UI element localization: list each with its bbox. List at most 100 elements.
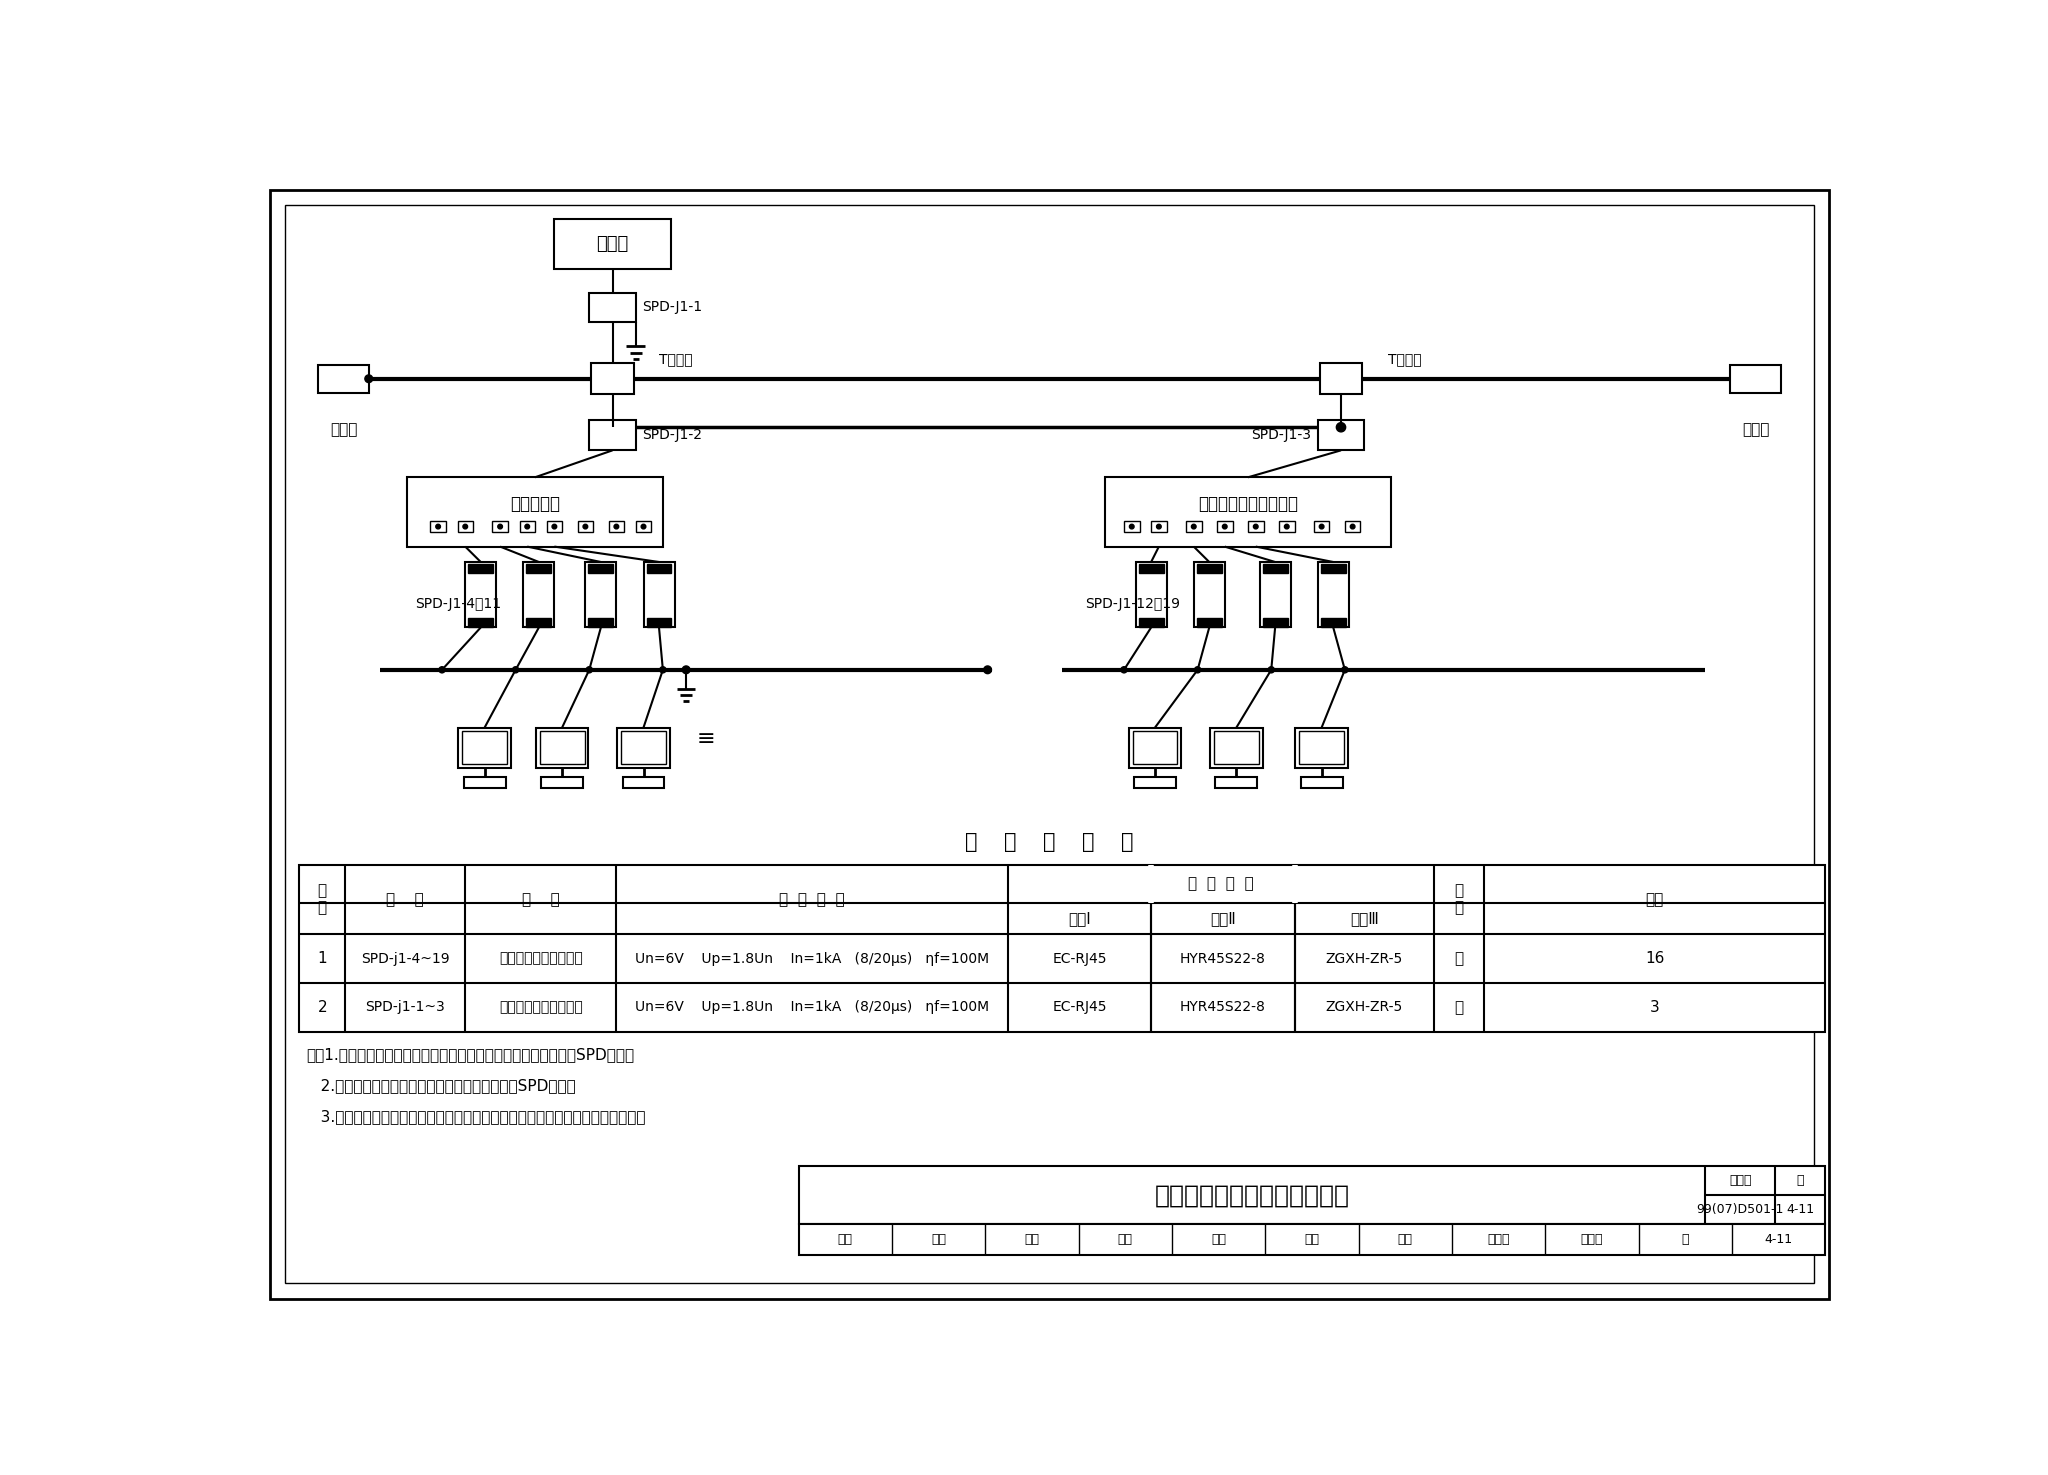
Bar [1294,727,1348,767]
Bar [1315,521,1329,532]
Text: 终端器: 终端器 [330,422,356,437]
Bar [1133,732,1178,764]
Bar [317,364,369,392]
Bar [524,562,555,627]
Text: 只: 只 [1454,1000,1464,1015]
Text: 计算机信号浪涌保护器: 计算机信号浪涌保护器 [500,951,584,966]
Text: 单
位: 单 位 [1454,884,1464,916]
Bar [1137,562,1167,627]
Bar [1264,563,1288,572]
Text: T型三通: T型三通 [659,353,692,366]
Bar [1260,562,1290,627]
Bar [492,521,508,532]
Bar [799,1224,1825,1255]
Bar [616,727,670,767]
Text: 网络集线器: 网络集线器 [510,496,559,513]
Bar [1217,521,1233,532]
Text: ≡: ≡ [696,729,715,749]
Text: 图集号: 图集号 [1729,1174,1751,1187]
Text: HYR45S22-8: HYR45S22-8 [1180,1000,1266,1015]
Bar [1124,521,1139,532]
Bar [1104,478,1391,547]
Text: Un=6V    Up=1.8Un    In=1kA   (8/20μs)   ηf=100M: Un=6V Up=1.8Un In=1kA (8/20μs) ηf=100M [635,951,989,966]
Text: 服务器: 服务器 [596,236,629,254]
Bar [526,618,551,627]
Circle shape [463,524,467,530]
Bar [1214,732,1260,764]
Bar [463,732,508,764]
Text: 页: 页 [1796,1174,1804,1187]
Circle shape [1192,524,1196,530]
Bar [590,292,635,322]
Bar [586,562,616,627]
Bar [541,732,584,764]
Bar [555,220,670,270]
Text: 4-11: 4-11 [1765,1233,1792,1246]
Bar [1346,521,1360,532]
Text: 计算机信号浪涌保护器: 计算机信号浪涌保护器 [500,1000,584,1015]
Text: HYR45S22-8: HYR45S22-8 [1180,951,1266,966]
Text: 2.在每栋建筑物内部的信号及控制线间不必加装SPD保护。: 2.在每栋建筑物内部的信号及控制线间不必加装SPD保护。 [307,1078,575,1093]
Text: ZGXH-ZR-5: ZGXH-ZR-5 [1325,1000,1403,1015]
Circle shape [1253,524,1257,530]
Circle shape [1284,524,1288,530]
Circle shape [586,667,592,673]
Circle shape [365,375,373,382]
Text: 页: 页 [1681,1233,1690,1246]
Bar [1139,618,1163,627]
Bar [588,618,612,627]
Circle shape [1128,524,1135,530]
Circle shape [641,524,645,530]
Text: T型三通: T型三通 [1386,353,1421,366]
Bar [647,563,672,572]
Bar [623,777,664,788]
Text: 16: 16 [1645,951,1665,966]
Bar [588,563,612,572]
Circle shape [498,524,502,530]
Circle shape [584,524,588,530]
Text: 网络集线器（交换机）: 网络集线器（交换机） [1198,496,1298,513]
Bar [635,521,651,532]
Text: 3: 3 [1651,1000,1659,1015]
Bar [1151,521,1167,532]
Text: 编    号: 编 号 [387,892,424,907]
Text: 设计: 设计 [1399,1233,1413,1246]
Circle shape [1120,667,1126,673]
Text: SPD-J1-12～19: SPD-J1-12～19 [1085,597,1180,611]
Circle shape [983,665,991,674]
Bar [430,521,446,532]
Circle shape [1194,667,1200,673]
Circle shape [659,667,666,673]
Circle shape [1268,667,1274,673]
Circle shape [438,667,444,673]
Text: 祝赞饭: 祝赞饭 [1581,1233,1604,1246]
Text: 终端器: 终端器 [1743,422,1769,437]
Bar [1128,727,1182,767]
Text: 设  备  选  型: 设 备 选 型 [1188,876,1253,891]
Bar [1135,777,1176,788]
Bar [1731,364,1782,392]
Text: 方案Ⅲ: 方案Ⅲ [1350,912,1378,926]
Bar [590,419,635,450]
Text: 刘兴顺: 刘兴顺 [1487,1233,1509,1246]
Text: 数量: 数量 [1647,892,1663,907]
Circle shape [524,524,530,530]
Circle shape [682,665,690,674]
Bar [537,727,588,767]
Circle shape [512,667,518,673]
Bar [520,521,535,532]
Text: 名    称: 名 称 [522,892,559,907]
Text: 审核: 审核 [838,1233,852,1246]
Bar [621,732,666,764]
Text: 设  计  要  求: 设 计 要 求 [778,892,846,907]
Bar [1186,521,1202,532]
Text: 方案Ⅰ: 方案Ⅰ [1069,912,1092,926]
Text: Un=6V    Up=1.8Un    In=1kA   (8/20μs)   ηf=100M: Un=6V Up=1.8Un In=1kA (8/20μs) ηf=100M [635,1000,989,1015]
Bar [465,562,496,627]
Bar [469,563,494,572]
Text: 计算机局域网过电压保护方式: 计算机局域网过电压保护方式 [1155,1183,1350,1208]
Circle shape [614,524,618,530]
Bar [1319,363,1362,394]
Bar [1196,563,1223,572]
Circle shape [1341,667,1348,673]
